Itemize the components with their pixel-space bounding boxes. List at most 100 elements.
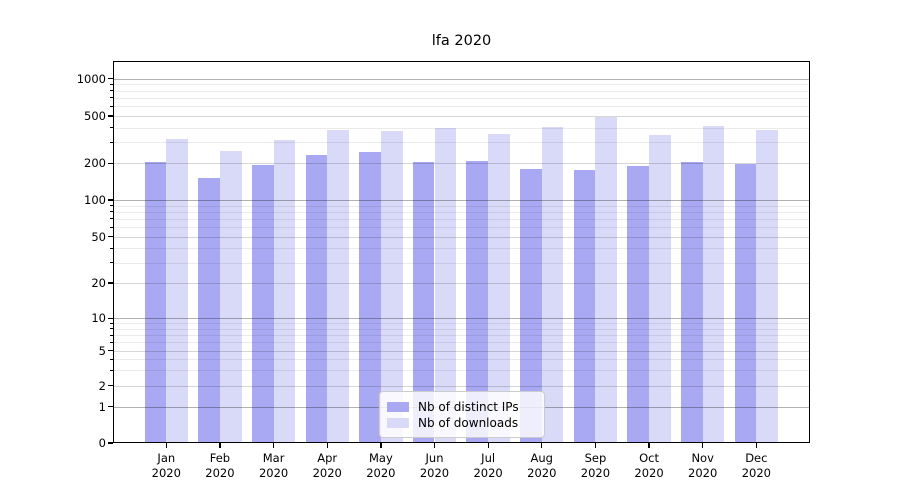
x-tick-year: 2020 (258, 466, 289, 480)
bar-distinct-ips-nov (681, 162, 703, 443)
y-tick-mark (108, 199, 113, 201)
gridline-200 (113, 163, 810, 165)
x-tick-label-jul: Jul 2020 (461, 451, 515, 481)
gridline-30 (113, 262, 810, 264)
x-tick-mark (165, 443, 167, 448)
y-tick-label: 50 (91, 229, 106, 244)
gridline-700 (113, 97, 810, 99)
bar-distinct-ips-aug (520, 168, 542, 443)
y-minor-tick-mark (110, 205, 113, 206)
y-tick-label: 1000 (76, 71, 106, 86)
y-minor-tick-mark (110, 105, 113, 107)
x-tick-year: 2020 (151, 466, 181, 480)
x-tick-mark (380, 443, 382, 448)
y-tick-label: 10 (91, 311, 106, 326)
x-tick-year: 2020 (205, 466, 235, 480)
legend-swatch (387, 401, 409, 412)
y-tick-mark (108, 384, 113, 387)
gridline-500 (113, 116, 810, 117)
y-tick-label: 20 (91, 276, 106, 290)
x-tick-label-may: May 2020 (354, 451, 408, 481)
gridline-20 (113, 283, 810, 284)
x-tick-mark (755, 443, 758, 448)
y-minor-tick-mark (110, 334, 113, 336)
y-tick-mark (108, 115, 113, 117)
y-tick-mark (108, 406, 113, 408)
y-tick-mark (108, 236, 113, 238)
gridline-300 (113, 142, 810, 144)
x-tick-label-sep: Sep 2020 (568, 451, 622, 481)
bar-distinct-ips-sep (573, 170, 596, 443)
legend-item-downloads: Nb of downloads (387, 415, 535, 430)
x-tick-year: 2020 (366, 466, 396, 480)
bar-downloads-mar (273, 140, 296, 443)
gridline-900 (113, 84, 810, 86)
x-tick-month: Jan (157, 451, 176, 465)
y-tick-mark (108, 442, 113, 444)
legend: Nb of distinct IPs Nb of downloads (379, 391, 545, 438)
bar-downloads-may (380, 130, 403, 443)
x-tick-label-jan: Jan 2020 (139, 451, 193, 481)
x-tick-year: 2020 (688, 466, 718, 480)
x-tick-month: Jun (425, 451, 444, 465)
bar-downloads-aug (541, 127, 564, 443)
bar-downloads-nov (702, 125, 725, 443)
gridline-7 (113, 334, 810, 336)
x-tick-month: Apr (317, 451, 338, 465)
bar-distinct-ips-apr (305, 154, 328, 443)
x-tick-mark (272, 443, 275, 448)
gridline-4 (113, 359, 810, 361)
x-tick-mark (326, 443, 328, 448)
x-tick-mark (219, 443, 221, 448)
gridline-600 (113, 106, 810, 108)
x-tick-year: 2020 (473, 466, 503, 480)
bar-distinct-ips-feb (198, 177, 220, 443)
x-tick-month: Nov (691, 451, 714, 465)
gridline-3 (113, 370, 810, 372)
gridline-2 (113, 385, 810, 387)
x-tick-month: Aug (530, 451, 553, 465)
x-tick-month: Feb (209, 451, 231, 465)
bar-distinct-ips-jan (144, 161, 167, 443)
legend-label: Nb of downloads (418, 415, 519, 430)
y-minor-tick-mark (110, 369, 113, 371)
y-tick-label: 100 (84, 193, 106, 207)
x-tick-mark (702, 443, 704, 448)
bar-downloads-feb (219, 151, 242, 443)
y-tick-label: 1 (98, 399, 106, 414)
y-minor-tick-mark (110, 141, 113, 143)
bar-downloads-sep (595, 117, 618, 443)
bar-downloads-oct (649, 135, 671, 443)
legend-swatch (387, 417, 409, 428)
x-tick-year: 2020 (741, 466, 771, 480)
bar-distinct-ips-may (359, 152, 381, 443)
bar-downloads-apr (327, 129, 349, 443)
bar-downloads-jun (434, 128, 457, 443)
y-tick-mark (108, 77, 113, 80)
gridline-80 (113, 211, 810, 213)
x-tick-year: 2020 (527, 466, 557, 480)
bar-distinct-ips-oct (627, 165, 650, 443)
x-tick-label-mar: Mar 2020 (247, 451, 301, 481)
x-tick-mark (594, 443, 597, 448)
x-tick-label-nov: Nov 2020 (676, 451, 730, 481)
gridline-10 (113, 318, 810, 320)
gridline-5 (113, 350, 810, 352)
y-minor-tick-mark (110, 262, 113, 263)
x-tick-year: 2020 (419, 466, 450, 480)
y-tick-mark (108, 162, 113, 164)
bar-downloads-dec (756, 129, 779, 443)
gridline-60 (113, 227, 810, 229)
x-tick-label-feb: Feb 2020 (193, 451, 247, 481)
y-minor-tick-mark (110, 83, 113, 85)
x-tick-label-dec: Dec 2020 (729, 451, 783, 481)
bar-distinct-ips-mar (251, 165, 274, 443)
y-minor-tick-mark (110, 328, 113, 330)
y-tick-mark (108, 317, 113, 319)
y-tick-label: 5 (98, 343, 106, 358)
chart-title: lfa 2020 (431, 33, 492, 49)
gridline-8 (113, 328, 810, 330)
x-tick-month: Mar (262, 451, 285, 465)
y-minor-tick-mark (110, 322, 113, 324)
